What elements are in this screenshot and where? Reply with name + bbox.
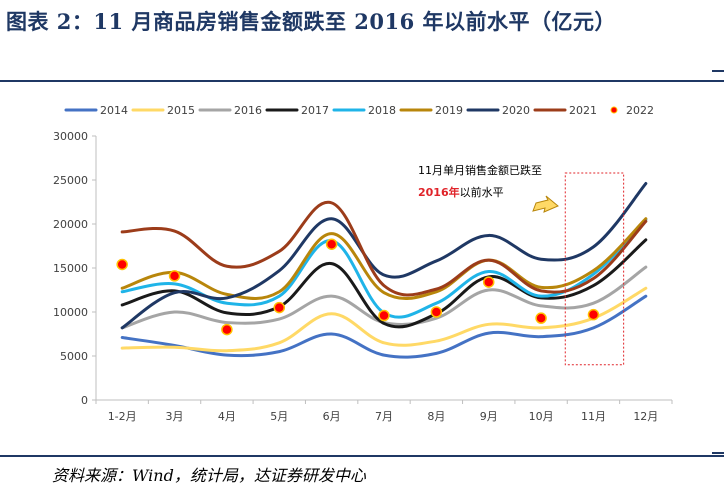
legend-marker-2022 <box>610 106 618 114</box>
legend-label-2022: 2022 <box>626 104 654 117</box>
y-tick-label: 15000 <box>53 262 88 275</box>
series-2022-point <box>482 276 495 288</box>
source-note: 资料来源：Wind，统计局，达证券研发中心 <box>52 466 366 485</box>
annotation-rest: 以前水平 <box>460 185 504 199</box>
series-2017-line <box>120 238 648 329</box>
x-tick-label: 10月 <box>529 410 554 423</box>
x-tick-label: 11月 <box>581 410 606 423</box>
x-tick-label: 4月 <box>218 410 236 423</box>
legend-label-2020: 2020 <box>502 104 530 117</box>
x-tick-label: 7月 <box>375 410 393 423</box>
y-tick-label: 20000 <box>53 218 88 231</box>
x-tick-label: 9月 <box>480 410 498 423</box>
x-tick-label: 1-2月 <box>108 410 137 423</box>
series-2015-line <box>120 286 648 353</box>
y-tick-label: 5000 <box>60 350 88 363</box>
series-2022-point <box>116 258 128 271</box>
series-2022-point <box>587 308 600 321</box>
legend-label-2018: 2018 <box>368 104 396 117</box>
series-2014-line <box>120 294 648 359</box>
legend-label-2014: 2014 <box>100 104 128 117</box>
legend-label-2015: 2015 <box>167 104 195 117</box>
chart-title: 图表 2：11 月商品房销售金额跌至 2016 年以前水平（亿元） <box>6 9 617 34</box>
series-2019-line <box>120 217 648 301</box>
x-tick-label: 3月 <box>166 410 184 423</box>
legend-label-2016: 2016 <box>234 104 262 117</box>
series-2022-point <box>535 312 547 324</box>
y-tick-label: 10000 <box>53 306 88 319</box>
right-edge-rule <box>712 70 724 72</box>
series-2022-point <box>273 301 286 314</box>
annotation-highlight: 2016年 <box>418 185 460 199</box>
right-edge-rule-bottom <box>712 452 724 454</box>
annotation-arrow <box>532 195 559 213</box>
legend-label-2019: 2019 <box>435 104 463 117</box>
line-chart: 0 5000 10000 15000 20000 25000 30000 1-2月 3月 4月 5月… <box>53 104 673 423</box>
y-tick-label: 0 <box>81 394 88 407</box>
series-2022-point <box>168 270 181 282</box>
y-tick-label: 30000 <box>53 130 88 143</box>
series-2020-line <box>120 182 648 330</box>
series-2021-line <box>120 200 648 297</box>
series-2022-point <box>430 306 443 318</box>
highlight-box <box>564 172 625 366</box>
legend-label-2017: 2017 <box>301 104 329 117</box>
x-tick-label: 12月 <box>633 410 658 423</box>
series-2022-point <box>221 323 233 336</box>
y-tick-label: 25000 <box>53 174 88 187</box>
x-tick-label: 8月 <box>427 410 445 423</box>
annotation-line1: 11月单月销售金额已跌至 <box>418 163 542 177</box>
legend-label-2021: 2021 <box>569 104 597 117</box>
series-2022-point <box>378 309 390 322</box>
series-2022-point <box>325 238 338 250</box>
footer-divider <box>0 455 724 457</box>
annotation-line2: 2016年以前水平 <box>418 185 504 199</box>
title-divider <box>0 80 724 82</box>
x-tick-label: 5月 <box>270 410 288 423</box>
x-tick-label: 6月 <box>323 410 341 423</box>
